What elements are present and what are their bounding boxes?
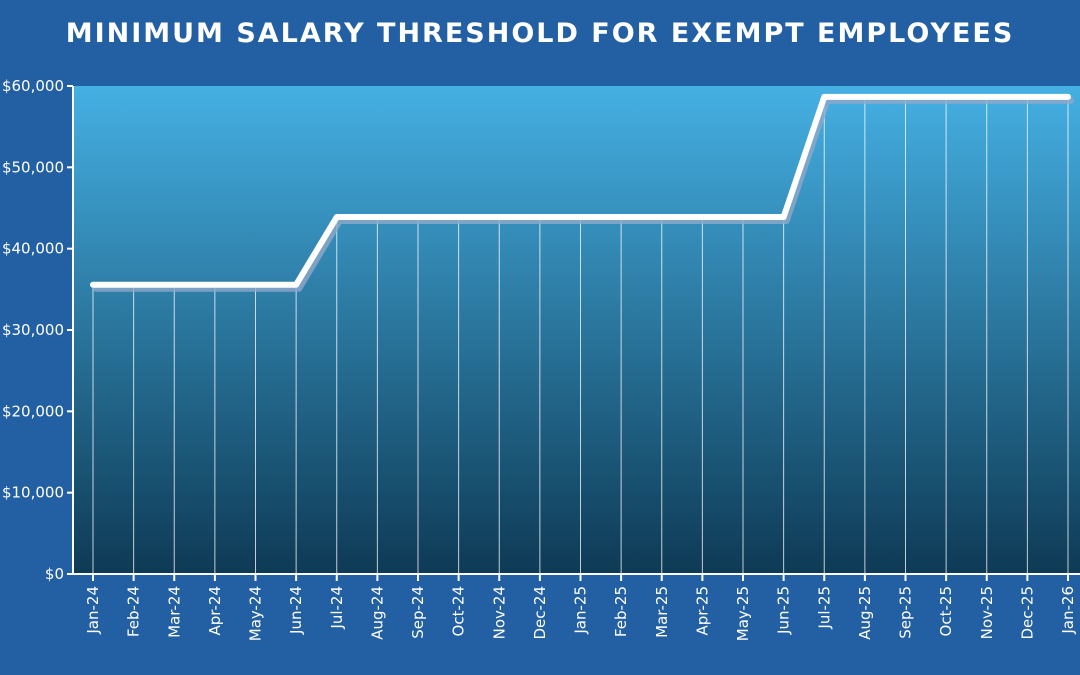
drop-lines	[92, 96, 1069, 574]
y-tick-label: $40,000	[2, 240, 64, 258]
x-tick-label-Oct-24: Oct-24	[450, 586, 468, 636]
series-layer	[90, 93, 1074, 292]
data-point-Aug-25	[862, 94, 868, 100]
data-point-Dec-24	[537, 214, 543, 220]
x-tick-label-Aug-24: Aug-24	[368, 586, 386, 640]
data-point-Mar-25	[659, 214, 665, 220]
y-tick-label: $60,000	[2, 77, 64, 95]
data-point-Apr-24	[212, 282, 218, 288]
data-point-Feb-25	[618, 214, 624, 220]
data-point-Dec-25	[1024, 94, 1030, 100]
x-tick-label-Jan-26: Jan-26	[1059, 586, 1077, 635]
x-tick-label-Jan-25: Jan-25	[572, 586, 590, 635]
x-tick-label-Sep-24: Sep-24	[409, 586, 427, 639]
x-tick-label-Mar-24: Mar-24	[165, 586, 183, 638]
x-tick-label-Dec-25: Dec-25	[1018, 586, 1036, 640]
data-point-Oct-24	[456, 214, 462, 220]
y-tick-label: $0	[45, 565, 64, 583]
data-point-Mar-24	[171, 282, 177, 288]
x-tick-label-Nov-24: Nov-24	[490, 586, 508, 639]
chart-title: MINIMUM SALARY THRESHOLD FOR EXEMPT EMPL…	[65, 18, 1015, 49]
data-point-Oct-25	[943, 94, 949, 100]
y-tick-label: $50,000	[2, 158, 64, 176]
x-tick-label-May-24: May-24	[247, 586, 265, 641]
data-point-Jan-25	[578, 214, 583, 220]
data-point-Jan-26	[1065, 94, 1071, 100]
x-tick-label-Oct-25: Oct-25	[937, 586, 955, 636]
y-tick-label: $10,000	[2, 484, 64, 502]
x-tick-label-Sep-25: Sep-25	[897, 586, 915, 639]
x-tick-label-Feb-24: Feb-24	[125, 586, 143, 637]
x-tick-label-Aug-25: Aug-25	[856, 586, 874, 640]
x-tick-label-Jun-24: Jun-24	[287, 586, 305, 635]
x-tick-label-Jul-24: Jul-24	[328, 586, 346, 630]
data-point-Jul-24	[334, 214, 340, 220]
data-point-Jul-25	[821, 94, 827, 100]
data-point-May-25	[740, 214, 746, 220]
data-point-Sep-24	[415, 214, 421, 220]
x-tick-label-Feb-25: Feb-25	[612, 586, 630, 637]
data-point-Nov-25	[984, 94, 990, 100]
y-tick-label: $20,000	[2, 402, 64, 420]
x-tick-label-Nov-25: Nov-25	[978, 586, 996, 639]
x-tick-label-Apr-25: Apr-25	[693, 586, 711, 636]
x-axis-ticks: Jan-24 Feb-24 Mar-24 Apr-24 May-24 Jun-24 Jul-…	[84, 574, 1077, 641]
x-tick-label-Jan-24: Jan-24	[84, 586, 102, 635]
data-point-Feb-24	[131, 282, 137, 288]
x-tick-label-Dec-24: Dec-24	[531, 586, 549, 640]
data-point-Jun-24	[293, 282, 299, 288]
y-tick-label: $30,000	[2, 321, 64, 339]
y-axis-ticks: $0 $10,000 $20,000 $30,000 $40,000 $50,000 $60…	[2, 77, 73, 583]
x-tick-label-Jun-25: Jun-25	[775, 586, 793, 635]
x-tick-label-Jul-25: Jul-25	[815, 586, 833, 630]
x-tick-label-Apr-24: Apr-24	[206, 586, 224, 636]
data-point-Aug-24	[374, 214, 380, 220]
x-tick-label-May-25: May-25	[734, 586, 752, 641]
data-point-Sep-25	[903, 94, 908, 100]
data-point-Jan-24	[90, 282, 96, 288]
data-point-Nov-24	[496, 214, 502, 220]
data-point-Jun-25	[781, 214, 787, 220]
x-tick-label-Mar-25: Mar-25	[653, 586, 671, 638]
data-point-Apr-25	[699, 214, 705, 220]
series-line-shadow	[93, 97, 1074, 292]
plot-area	[73, 86, 1080, 574]
data-point-May-24	[253, 282, 258, 288]
